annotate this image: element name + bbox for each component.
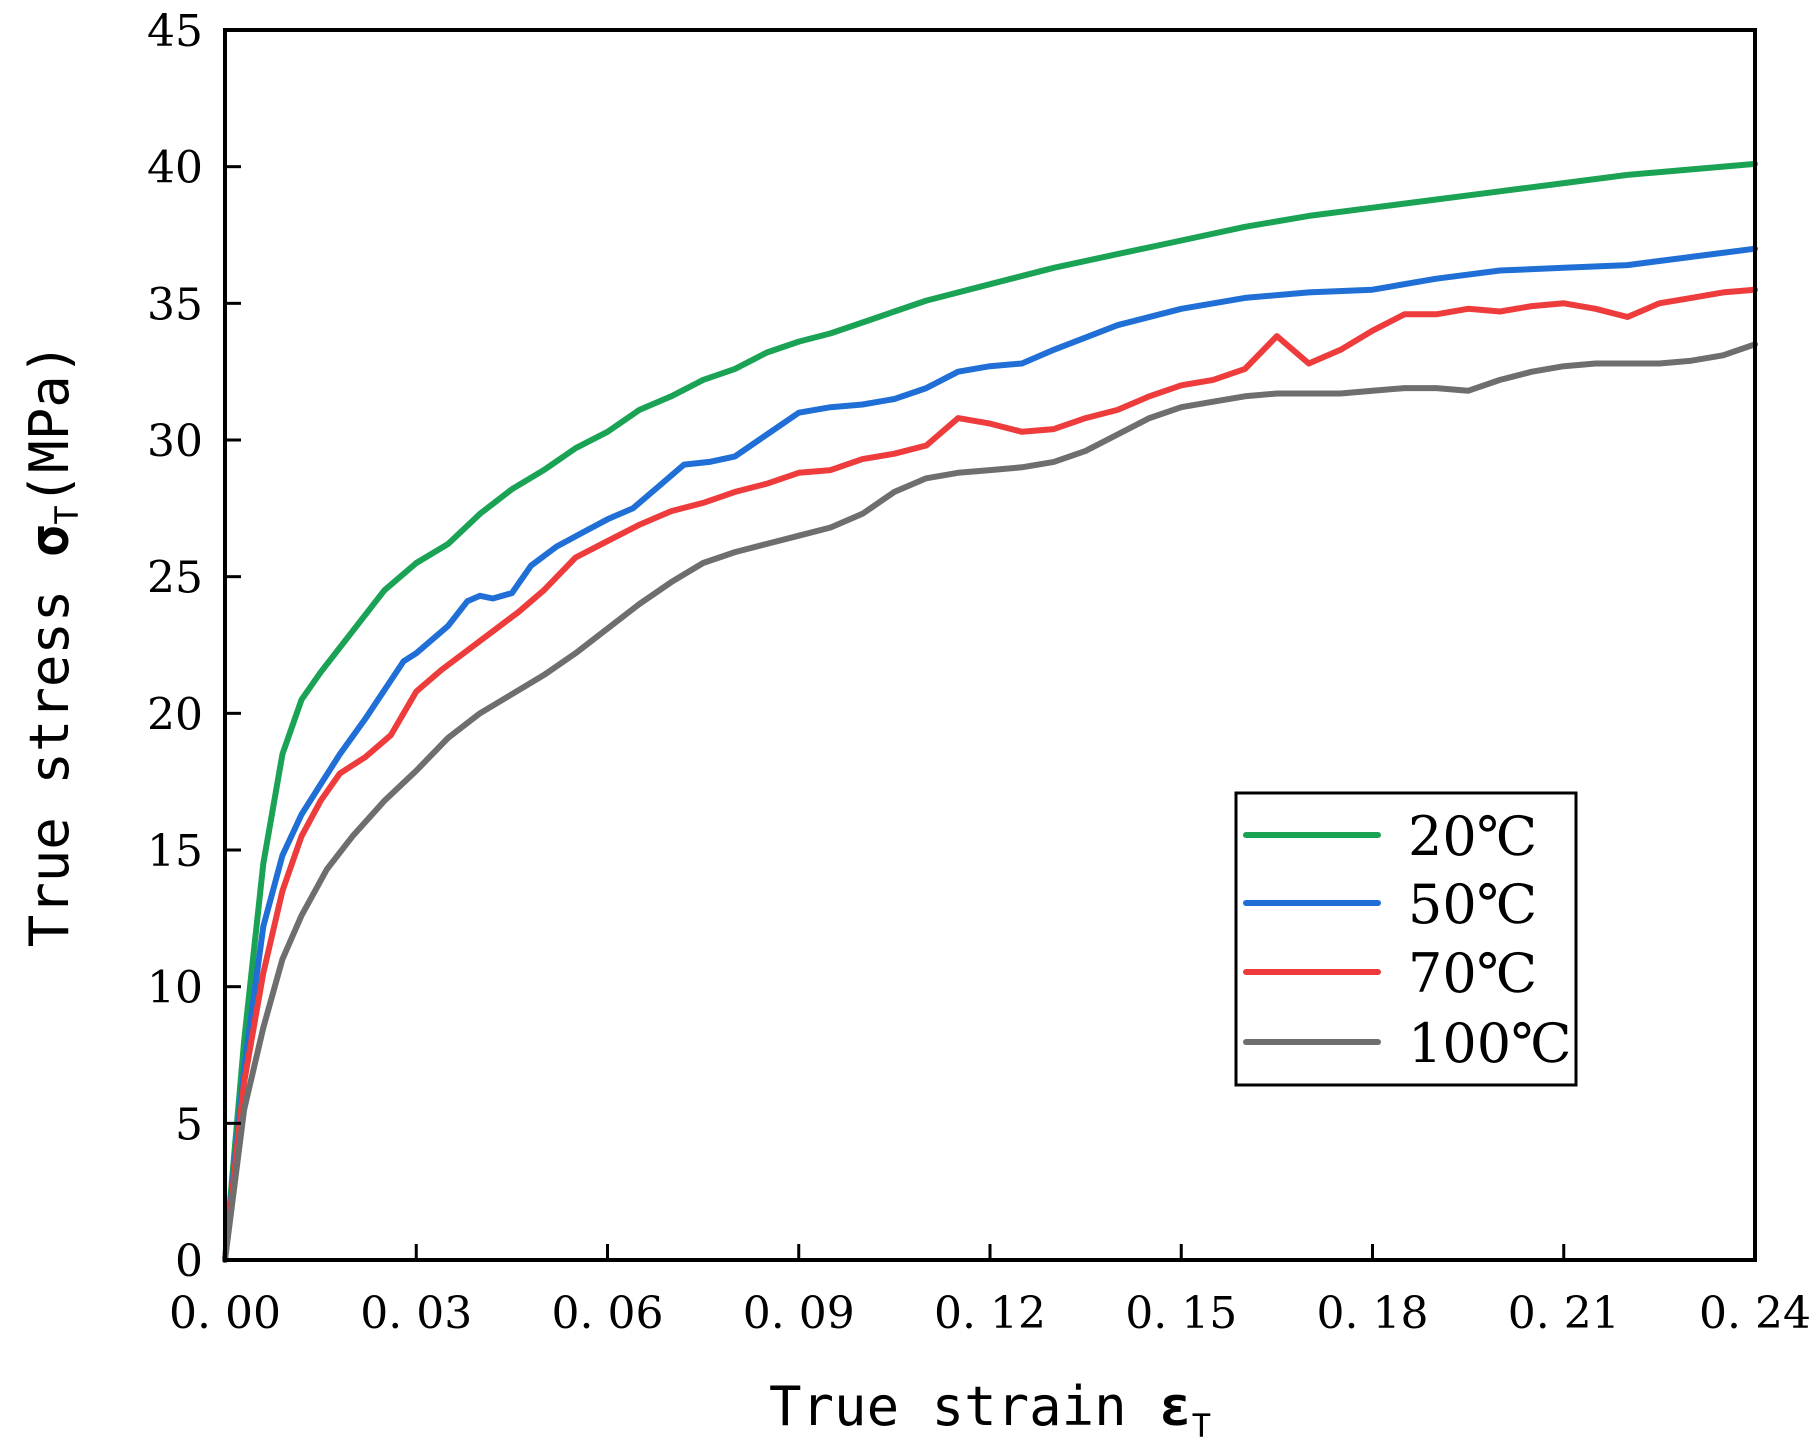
x-tick-label: 0. 09 [743, 1288, 855, 1339]
legend-label-70c: 70℃ [1408, 942, 1537, 1005]
series-line-100c [222, 341, 1758, 1263]
y-tick-label: 40 [147, 143, 203, 194]
x-tick-label: 0. 06 [552, 1288, 664, 1339]
tick-layer: 0. 00 0. 03 0. 06 0. 09 0. 12 0. 15 0. 18 0. 21… [147, 6, 1811, 1339]
y-tick-label: 35 [147, 279, 203, 330]
legend-box [1234, 791, 1578, 1087]
y-tick-label: 15 [147, 826, 203, 877]
y-axis-title: True stress σT(MPa) [18, 343, 86, 947]
legend-label-50c: 50℃ [1408, 873, 1537, 936]
x-tick-label: 0. 21 [1508, 1288, 1620, 1339]
y-tick-label: 0 [175, 1236, 203, 1287]
legend-label-20c: 20℃ [1408, 805, 1537, 868]
x-tick-label: 0. 03 [360, 1288, 472, 1339]
x-axis-title: True strain εT [769, 1375, 1211, 1445]
series-line-20c [222, 160, 1758, 1263]
series-line-70c [222, 286, 1758, 1263]
y-tick-label: 25 [147, 553, 203, 604]
x-tick-label: 0. 00 [169, 1288, 281, 1339]
x-tick-label: 0. 24 [1699, 1288, 1811, 1339]
y-tick-label: 45 [147, 6, 203, 57]
y-tick-label: 20 [147, 689, 203, 740]
series-layer [222, 160, 1758, 1263]
y-tick-label: 30 [147, 416, 203, 467]
series-line-50c [222, 245, 1758, 1263]
x-tick-label: 0. 15 [1125, 1288, 1237, 1339]
x-tick-label: 0. 18 [1317, 1288, 1429, 1339]
y-tick-label: 10 [147, 963, 203, 1014]
legend-label-100c: 100℃ [1408, 1012, 1571, 1075]
x-tick-label: 0. 12 [934, 1288, 1046, 1339]
y-tick-label: 5 [175, 1099, 203, 1150]
legend: 20℃ 50℃ 70℃ 100℃ [1234, 791, 1578, 1087]
